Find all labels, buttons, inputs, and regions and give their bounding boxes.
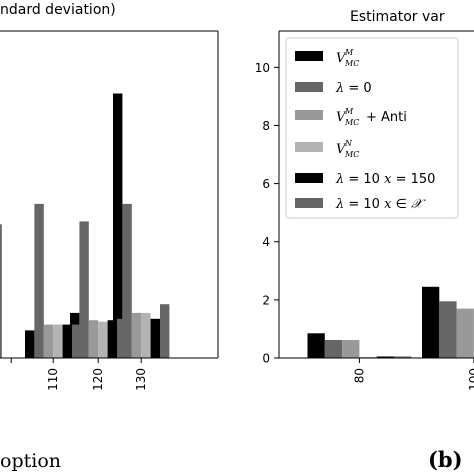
svg-text:V: V — [336, 110, 347, 125]
legend-label-v-mc-m: V M MC — [336, 48, 359, 68]
caption-fragment: option — [0, 450, 61, 472]
bar — [376, 356, 394, 358]
bar — [53, 324, 63, 358]
svg-text:M: M — [344, 48, 354, 57]
left-chart-title: ndard deviation) — [0, 2, 116, 18]
y-tick-label: 6 — [262, 177, 270, 191]
bar — [88, 320, 99, 358]
right-y-ticks: 0 2 4 6 8 10 — [255, 61, 279, 366]
svg-text:M: M — [344, 107, 354, 116]
bar — [62, 324, 72, 358]
legend-frame — [285, 37, 459, 219]
legend-swatch — [295, 51, 323, 61]
bar — [72, 324, 82, 358]
bar — [324, 340, 343, 358]
legend-swatch — [295, 82, 323, 92]
svg-text:MC: MC — [344, 118, 359, 127]
x-tick-label: 100 — [467, 368, 474, 391]
svg-text:+ Anti: + Anti — [366, 110, 407, 125]
bar — [79, 221, 89, 358]
panel-label: (b) — [428, 447, 463, 472]
bar — [150, 318, 160, 358]
right-x-ticks: 80 100 — [352, 358, 474, 391]
legend-swatch — [295, 142, 323, 152]
svg-text:MC: MC — [344, 150, 359, 159]
right-chart: 0 2 4 6 8 10 80 100 V M MC λ = 0 V M MC + Anti — [255, 30, 474, 391]
bar — [422, 286, 440, 358]
right-bars — [307, 286, 474, 358]
bar — [25, 330, 35, 358]
legend-swatch — [295, 110, 323, 120]
bar — [160, 304, 170, 358]
legend-label-lambda-10-x-150: λ = 10 x = 150 — [335, 172, 435, 187]
bar — [456, 308, 474, 358]
bar — [34, 203, 44, 358]
bar — [131, 312, 142, 358]
x-tick-label: 80 — [352, 368, 366, 383]
x-tick-label: 130 — [134, 368, 148, 391]
legend-label-lambda-0: λ = 0 — [335, 81, 372, 96]
legend-swatch — [295, 198, 323, 208]
svg-text:MC: MC — [344, 59, 359, 68]
bar — [439, 301, 457, 358]
y-tick-label: 10 — [255, 61, 270, 75]
y-tick-label: 2 — [262, 293, 270, 307]
left-x-ticks: 110 120 130 — [10, 358, 148, 391]
x-tick-label: 110 — [46, 368, 60, 391]
left-bars — [0, 93, 170, 358]
left-chart: 110 120 130 — [0, 30, 219, 391]
bar — [307, 333, 325, 358]
x-tick-label: 120 — [91, 368, 105, 391]
y-tick-label: 8 — [262, 119, 270, 133]
y-tick-label: 4 — [262, 235, 270, 249]
svg-text:V: V — [336, 142, 347, 157]
right-chart-title: Estimator var — [350, 9, 445, 25]
bar — [107, 320, 117, 358]
legend-label-v-mc-n: V N MC — [336, 139, 359, 159]
legend-swatch — [295, 173, 323, 183]
legend-label-lambda-10-x-in-x: λ = 10 x ∈ 𝒳 — [335, 197, 426, 212]
svg-text:N: N — [344, 139, 353, 148]
bar — [394, 356, 412, 358]
svg-text:V: V — [336, 51, 347, 66]
legend-label-v-mc-m-anti: V M MC + Anti — [336, 107, 407, 127]
bar — [117, 318, 127, 358]
bar — [141, 312, 151, 358]
bar — [113, 93, 123, 358]
bar — [342, 340, 360, 358]
legend: V M MC λ = 0 V M MC + Anti V N MC — [285, 37, 459, 219]
bar — [43, 324, 54, 358]
bar — [122, 203, 132, 358]
y-tick-label: 0 — [262, 352, 270, 366]
bar — [98, 321, 108, 358]
bar — [0, 224, 2, 358]
